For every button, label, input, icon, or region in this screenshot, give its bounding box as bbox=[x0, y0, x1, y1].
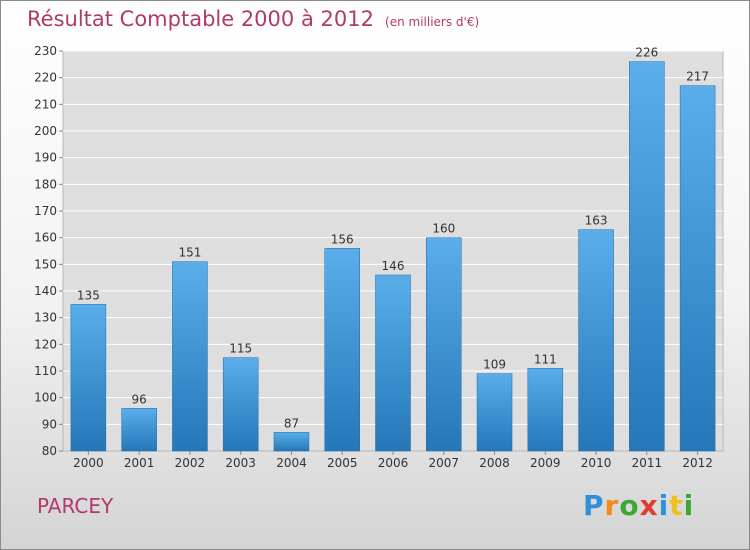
data-label: 146 bbox=[382, 259, 405, 273]
x-tick-label: 2000 bbox=[73, 456, 104, 470]
data-label: 151 bbox=[178, 246, 201, 260]
x-tick-label: 2001 bbox=[124, 456, 155, 470]
data-label: 160 bbox=[432, 222, 455, 236]
logo-letter: P bbox=[583, 489, 605, 522]
y-tick-label: 110 bbox=[34, 364, 57, 378]
x-tick-label: 2002 bbox=[175, 456, 206, 470]
bar-2004 bbox=[273, 432, 310, 452]
logo-letter: i bbox=[658, 489, 670, 522]
logo-letter: i bbox=[683, 489, 695, 522]
data-label: 135 bbox=[77, 288, 100, 302]
bars: 135 96 151 115 87 156 146 160 109 111 163 226 217 bbox=[70, 46, 716, 452]
data-label: 109 bbox=[483, 358, 506, 372]
data-label: 163 bbox=[585, 214, 608, 228]
y-tick-label: 120 bbox=[34, 337, 57, 351]
bar-2006 bbox=[375, 274, 411, 452]
x-tick-label: 2006 bbox=[378, 456, 409, 470]
y-tick-label: 190 bbox=[34, 151, 57, 165]
x-tick-label: 2004 bbox=[276, 456, 307, 470]
bar-2007 bbox=[426, 237, 462, 452]
data-label: 156 bbox=[331, 232, 354, 246]
x-tick-label: 2008 bbox=[479, 456, 510, 470]
town-name: PARCEY bbox=[37, 494, 114, 518]
bar-2000 bbox=[70, 304, 107, 452]
bar-2011 bbox=[629, 61, 665, 452]
x-tick-label: 2003 bbox=[225, 456, 256, 470]
x-tick-label: 2011 bbox=[632, 456, 663, 470]
y-tick-label: 90 bbox=[42, 417, 57, 431]
y-tick-label: 160 bbox=[34, 231, 57, 245]
y-axis-ticks: 80 90 100 110 120 130 140 150 160 170 180 190 200 210… bbox=[34, 44, 63, 458]
logo-letter: t bbox=[669, 489, 684, 522]
y-tick-label: 170 bbox=[34, 204, 57, 218]
logo-letter: r bbox=[604, 489, 620, 522]
x-tick-label: 2009 bbox=[530, 456, 561, 470]
bar-2009 bbox=[527, 368, 564, 452]
y-tick-label: 220 bbox=[34, 71, 57, 85]
data-label: 217 bbox=[686, 70, 709, 84]
bar-2008 bbox=[476, 373, 513, 452]
chart-title: Résultat Comptable 2000 à 2012 bbox=[27, 7, 374, 31]
y-tick-label: 140 bbox=[34, 284, 57, 298]
x-tick-label: 2005 bbox=[327, 456, 358, 470]
y-tick-label: 130 bbox=[34, 311, 57, 325]
bar-2005 bbox=[324, 248, 360, 452]
proxiti-logo: Proxiti bbox=[583, 489, 694, 522]
bar-2010 bbox=[578, 229, 614, 452]
chart-subtitle: (en milliers d'€) bbox=[385, 15, 480, 29]
data-label: 87 bbox=[284, 416, 299, 430]
y-tick-label: 80 bbox=[42, 444, 57, 458]
y-tick-label: 180 bbox=[34, 177, 57, 191]
bar-2002 bbox=[172, 261, 208, 452]
x-tick-label: 2010 bbox=[581, 456, 612, 470]
y-tick-label: 200 bbox=[34, 124, 57, 138]
bar-2001 bbox=[121, 408, 157, 452]
data-label: 96 bbox=[132, 392, 147, 406]
data-label: 115 bbox=[229, 342, 252, 356]
y-tick-label: 230 bbox=[34, 44, 57, 58]
y-tick-label: 210 bbox=[34, 97, 57, 111]
logo-letter: o bbox=[619, 489, 640, 522]
bar-2003 bbox=[222, 357, 259, 452]
data-label: 111 bbox=[534, 352, 557, 366]
x-axis-ticks: 2000 2001 2002 2003 2004 2005 2006 2007 2008 2009… bbox=[73, 451, 713, 470]
data-label: 226 bbox=[635, 46, 658, 60]
x-tick-label: 2012 bbox=[682, 456, 713, 470]
y-tick-label: 100 bbox=[34, 391, 57, 405]
bar-2012 bbox=[679, 85, 716, 452]
logo-letter: x bbox=[639, 489, 659, 522]
x-tick-label: 2007 bbox=[428, 456, 459, 470]
chart-title-row: Résultat Comptable 2000 à 2012 (en milli… bbox=[27, 7, 479, 31]
y-tick-label: 150 bbox=[34, 257, 57, 271]
